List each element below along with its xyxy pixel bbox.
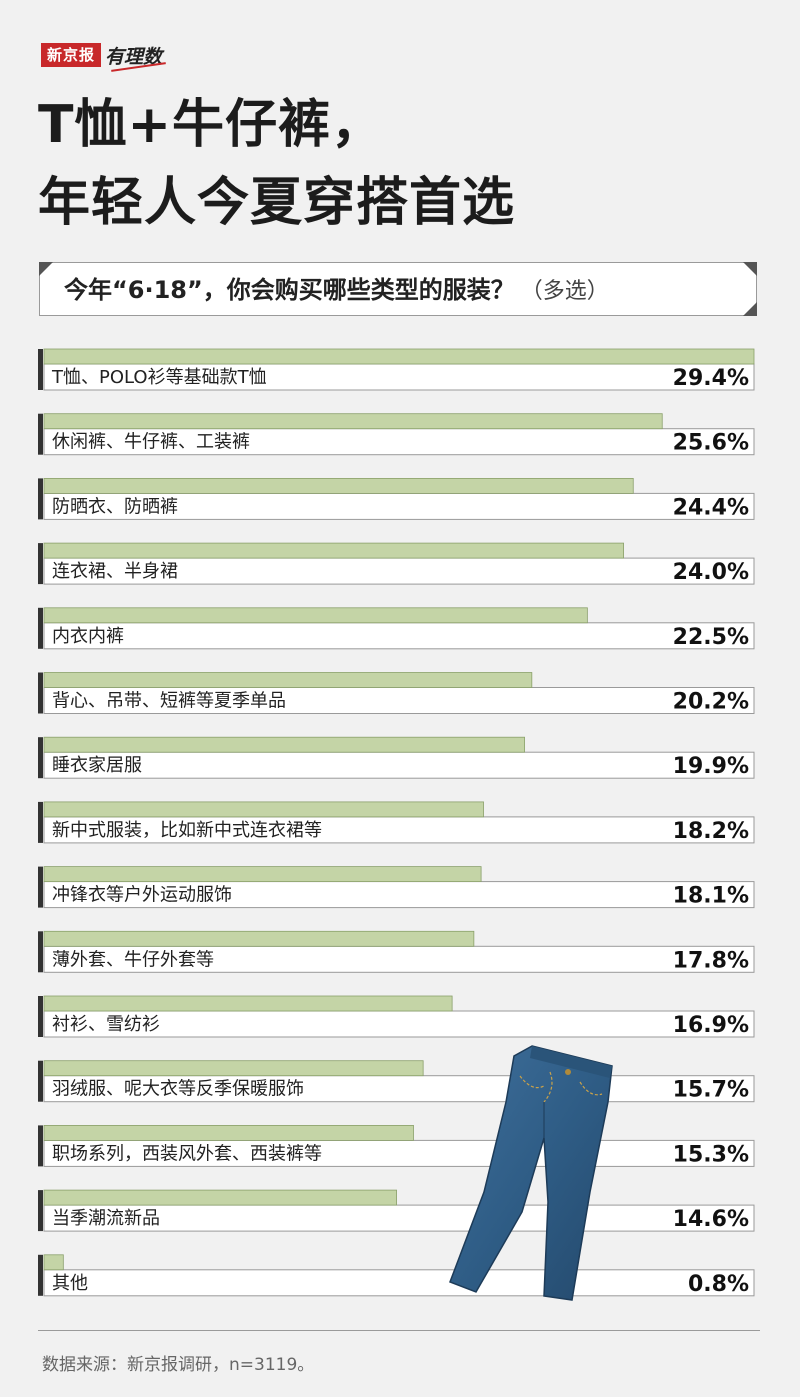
axis-tick xyxy=(38,866,43,908)
footer-divider xyxy=(38,1330,760,1331)
value-label: 20.2% xyxy=(673,690,749,715)
headline: T恤+牛仔裤， 年轻人今夏穿搭首选 xyxy=(38,86,758,242)
question-main: 今年“6·18”，你会购买哪些类型的服装？ xyxy=(64,276,515,304)
axis-tick xyxy=(38,737,43,779)
axis-tick xyxy=(38,931,43,973)
axis-tick xyxy=(38,607,43,649)
label-box xyxy=(43,428,755,456)
axis-tick xyxy=(38,1125,43,1167)
category-label: 薄外套、牛仔外套等 xyxy=(52,949,214,970)
label-box xyxy=(43,816,755,844)
category-label: 衬衫、雪纺衫 xyxy=(52,1014,160,1035)
bar xyxy=(43,801,484,818)
label-box xyxy=(43,1269,755,1297)
value-label: 24.0% xyxy=(673,560,749,585)
category-label: 新中式服装，比如新中式连衣裙等 xyxy=(52,820,322,841)
category-label: 连衣裙、半身裙 xyxy=(52,561,178,582)
bar xyxy=(43,995,453,1012)
label-box xyxy=(43,492,755,520)
label-box xyxy=(43,1075,755,1103)
label-box xyxy=(43,557,755,585)
brand-name: 新京报 xyxy=(41,43,102,67)
label-box xyxy=(43,1204,755,1232)
axis-tick xyxy=(38,1060,43,1102)
category-label: 当季潮流新品 xyxy=(52,1208,160,1229)
label-box xyxy=(43,622,755,650)
question-note: （多选） xyxy=(520,279,609,304)
brand-logo: 新京报 有理数 xyxy=(41,42,162,68)
axis-tick xyxy=(38,349,43,390)
column-name: 有理数 xyxy=(105,42,162,69)
value-label: 22.5% xyxy=(673,625,749,650)
data-source: 数据来源：新京报调研，n=3119。 xyxy=(42,1355,315,1375)
axis-tick xyxy=(38,543,43,585)
axis-tick xyxy=(38,413,43,455)
category-label: 羽绒服、呢大衣等反季保暖服饰 xyxy=(52,1079,304,1100)
axis-tick xyxy=(38,996,43,1037)
value-label: 24.4% xyxy=(673,495,749,520)
question-text: 今年“6·18”，你会购买哪些类型的服装？ （多选） xyxy=(64,263,609,317)
axis-tick xyxy=(38,801,43,843)
bar xyxy=(43,1060,424,1077)
category-label: 内衣内裤 xyxy=(52,626,124,647)
question-box: 今年“6·18”，你会购买哪些类型的服装？ （多选） xyxy=(39,262,757,316)
category-label: 睡衣家居服 xyxy=(52,755,142,776)
label-box xyxy=(43,751,755,779)
category-label: 其他 xyxy=(52,1273,88,1294)
category-label: 背心、吊带、短裤等夏季单品 xyxy=(52,691,286,712)
label-box xyxy=(43,363,755,391)
headline-line1: T恤+牛仔裤， xyxy=(38,95,385,155)
bar xyxy=(43,348,755,365)
axis-tick xyxy=(38,1254,43,1296)
bar xyxy=(43,1254,64,1271)
bar xyxy=(43,866,482,882)
bar xyxy=(43,1125,414,1141)
value-label: 16.9% xyxy=(673,1013,749,1038)
category-label: T恤、POLO衫等基础款T恤 xyxy=(51,367,267,388)
category-label: 冲锋衣等户外运动服饰 xyxy=(52,885,232,906)
bar xyxy=(43,736,525,753)
label-box xyxy=(43,1139,755,1167)
value-label: 14.6% xyxy=(673,1207,749,1232)
bar xyxy=(43,413,663,430)
value-label: 29.4% xyxy=(673,366,749,391)
category-label: 防晒衣、防晒裤 xyxy=(52,496,178,517)
value-label: 18.1% xyxy=(673,884,749,909)
bar xyxy=(43,672,533,688)
bar xyxy=(43,930,475,947)
value-label: 17.8% xyxy=(673,948,749,973)
value-label: 15.3% xyxy=(673,1142,749,1167)
value-label: 0.8% xyxy=(688,1272,749,1297)
bar xyxy=(43,607,588,624)
value-label: 15.7% xyxy=(673,1078,749,1103)
corner-decoration xyxy=(743,302,757,316)
label-box xyxy=(43,1010,755,1038)
axis-tick xyxy=(38,1190,43,1232)
category-label: 休闲裤、牛仔裤、工装裤 xyxy=(52,432,250,453)
value-label: 19.9% xyxy=(673,754,749,779)
bar xyxy=(43,1189,397,1206)
value-label: 18.2% xyxy=(673,819,749,844)
corner-decoration xyxy=(39,262,53,276)
headline-line2: 年轻人今夏穿搭首选 xyxy=(38,173,516,233)
category-label: 职场系列，西装风外套、西装裤等 xyxy=(52,1143,322,1164)
bar xyxy=(43,542,624,559)
corner-decoration xyxy=(743,262,757,276)
value-label: 25.6% xyxy=(673,431,749,456)
bar xyxy=(43,477,634,494)
label-box xyxy=(43,945,755,973)
jeans-illustration xyxy=(449,1045,613,1301)
label-box xyxy=(43,687,755,714)
axis-tick xyxy=(38,478,43,520)
axis-tick xyxy=(38,672,43,714)
